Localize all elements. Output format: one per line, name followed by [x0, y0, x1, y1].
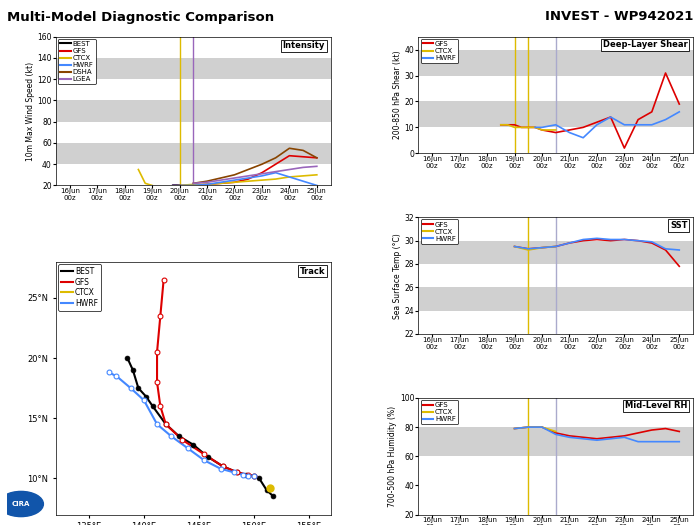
Text: Mid-Level RH: Mid-Level RH	[625, 402, 687, 411]
Bar	[56, 143, 330, 164]
Bar	[56, 58, 330, 79]
Legend: BEST, GFS, CTCX, HWRF, DSHA, LGEA: BEST, GFS, CTCX, HWRF, DSHA, LGEA	[58, 39, 96, 84]
Bar	[419, 50, 693, 76]
Bar	[419, 427, 693, 456]
Bar	[419, 240, 693, 264]
Text: CIRA: CIRA	[12, 501, 30, 507]
Text: INVEST - WP942021: INVEST - WP942021	[545, 10, 693, 24]
Y-axis label: 200-850 hPa Shear (kt): 200-850 hPa Shear (kt)	[393, 51, 402, 139]
Legend: GFS, CTCX, HWRF: GFS, CTCX, HWRF	[421, 219, 458, 244]
Text: Track: Track	[300, 267, 325, 276]
Text: Intensity: Intensity	[283, 41, 325, 50]
Bar	[419, 101, 693, 128]
Y-axis label: Sea Surface Temp (°C): Sea Surface Temp (°C)	[393, 233, 402, 319]
Y-axis label: 10m Max Wind Speed (kt): 10m Max Wind Speed (kt)	[26, 61, 34, 161]
Text: Multi-Model Diagnostic Comparison: Multi-Model Diagnostic Comparison	[7, 10, 274, 24]
Text: Deep-Layer Shear: Deep-Layer Shear	[603, 40, 687, 49]
Legend: GFS, CTCX, HWRF: GFS, CTCX, HWRF	[421, 400, 458, 424]
Legend: BEST, GFS, CTCX, HWRF: BEST, GFS, CTCX, HWRF	[58, 264, 102, 311]
Bar	[419, 287, 693, 311]
Bar	[56, 100, 330, 122]
Legend: GFS, CTCX, HWRF: GFS, CTCX, HWRF	[421, 39, 458, 63]
Y-axis label: 700-500 hPa Humidity (%): 700-500 hPa Humidity (%)	[388, 406, 397, 507]
Circle shape	[0, 491, 43, 517]
Text: SST: SST	[670, 221, 687, 230]
